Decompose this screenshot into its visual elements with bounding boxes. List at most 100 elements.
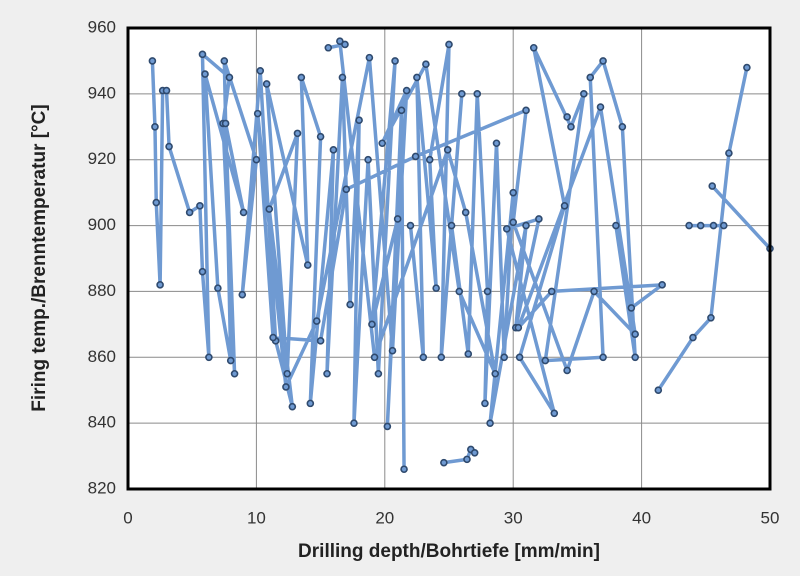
data-point [599,57,607,65]
data-point [378,139,387,148]
data-point [253,109,262,118]
data-point [631,330,639,339]
data-point [293,129,302,138]
y-tick-label: 920 [88,149,116,168]
data-point [440,458,448,467]
data-point [350,419,358,427]
data-point [230,369,239,378]
data-point [486,419,494,427]
data-point [151,122,159,131]
data-point [596,103,605,111]
data-point [201,70,209,78]
data-point [563,113,571,121]
data-point [631,353,639,362]
data-point [500,353,509,362]
data-point [238,290,247,299]
data-point [743,63,751,72]
data-point [221,119,230,128]
data-point [464,350,473,358]
data-point [425,155,434,164]
data-point [368,320,376,329]
data-point [388,346,397,355]
data-point [364,155,372,164]
data-point [152,198,161,207]
data-point [391,57,399,65]
data-point [214,284,222,292]
data-point [316,337,325,345]
data-point [411,152,420,161]
data-point [324,43,333,52]
data-point [432,284,440,292]
data-point [470,448,479,457]
data-point [370,353,379,362]
data-point [346,300,354,309]
data-point [303,261,312,269]
data-point [148,57,157,65]
data-point [696,221,705,230]
y-tick-label: 900 [88,215,116,234]
data-point [239,208,248,217]
data-point [458,90,466,98]
data-point [355,116,363,124]
data-point [463,455,471,464]
data-point [612,221,620,230]
data-point [269,333,277,342]
data-point [252,155,261,164]
data-point [312,317,321,325]
y-axis-title: Firing temp./Brenntemperatur [°C] [29,104,50,411]
data-point [481,399,489,408]
data-point [563,366,571,375]
data-point [443,146,452,154]
data-point [547,287,556,296]
data-point [515,353,524,362]
data-point [535,215,543,223]
y-tick-label: 840 [88,413,116,432]
data-point [502,225,511,233]
marks [148,37,774,474]
data-point [654,386,663,395]
data-point [599,353,607,362]
data-point [256,67,265,75]
data-point [580,90,588,98]
data-point [198,50,207,59]
data-point [283,369,292,378]
data-point [162,86,171,95]
data-point [447,221,456,230]
data-point [374,369,383,378]
data-point [406,221,415,230]
data-point [550,409,559,418]
data-point [492,139,501,148]
data-point [306,399,315,408]
data-point [529,43,538,52]
x-tick-label: 40 [632,508,651,527]
data-point [514,323,523,332]
data-point [707,313,715,322]
data-point [336,37,344,45]
data-point [342,185,351,194]
data-point [297,73,306,82]
data-point [413,73,421,82]
data-point [196,202,204,210]
data-point [445,40,453,49]
data-point [329,146,338,154]
y-tick-label: 960 [88,17,116,36]
data-point [541,356,550,365]
data-point [522,106,530,115]
x-tick-label: 50 [761,508,780,527]
data-point [618,122,627,131]
data-point [365,53,374,62]
x-tick-label: 20 [375,508,394,527]
data-point [509,218,518,227]
x-tick-label: 0 [123,508,132,527]
data-point [165,142,173,151]
data-point [685,221,693,230]
data-point [225,73,234,82]
data-point [522,221,530,230]
data-point [658,281,666,289]
data-point [627,304,636,312]
data-point [422,60,430,69]
data-point [397,106,406,115]
data-point [338,73,347,82]
data-point [590,287,598,296]
